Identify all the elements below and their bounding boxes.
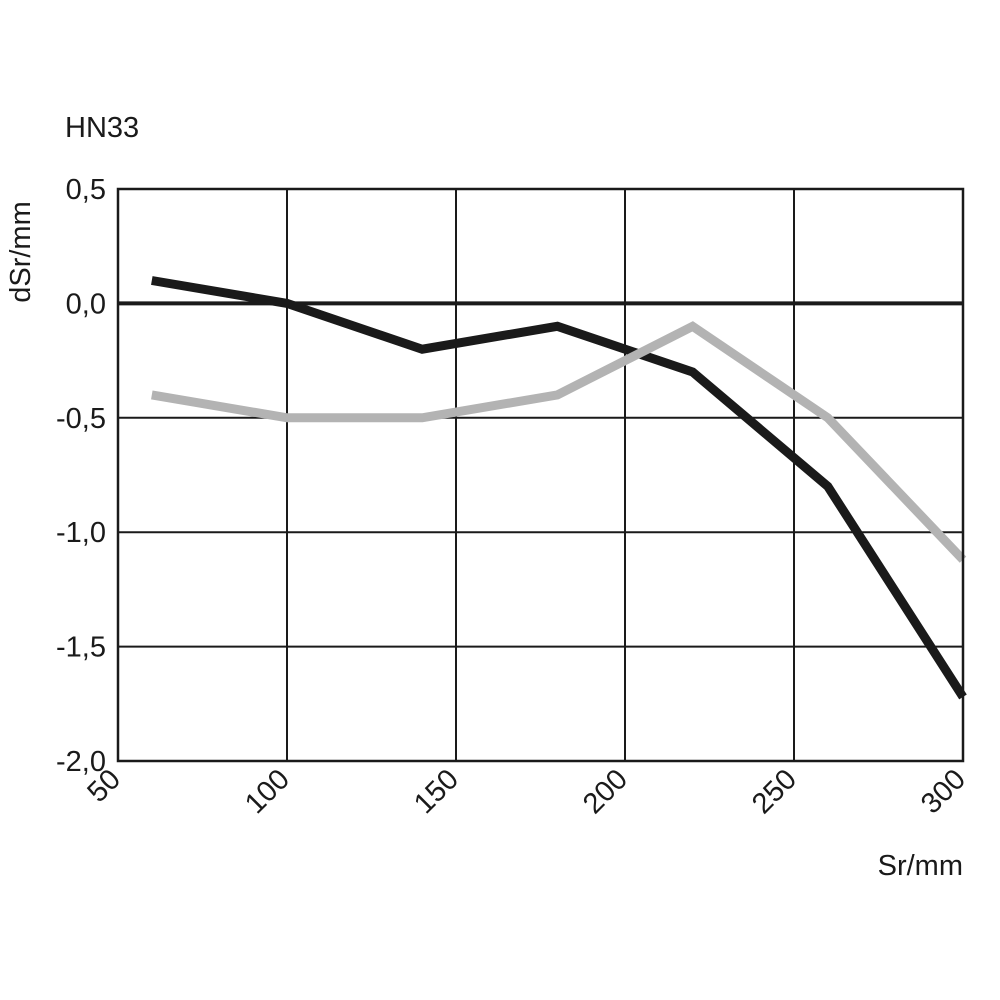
y-tick-label: -2,0 [56, 746, 106, 778]
series-layer [151, 276, 967, 700]
plot-frame [116, 187, 965, 763]
y-tick-label: 0,0 [66, 288, 106, 320]
y-tick-label: -0,5 [56, 403, 106, 435]
chart-title: HN33 [65, 112, 139, 144]
x-tick-label: 250 [746, 763, 803, 820]
y-tick-labels: 0,5 0,0 -0,5 -1,0 -1,5 -2,0 [56, 174, 106, 778]
y-tick-label: 0,5 [66, 174, 106, 206]
y-axis-label: dSr/mm [5, 201, 37, 303]
x-tick-label: 100 [239, 763, 296, 820]
series-line-2 [151, 321, 967, 563]
x-tick-labels: 50 100 150 200 250 300 [82, 763, 972, 820]
y-tick-label: -1,0 [56, 517, 106, 549]
x-tick-label: 200 [577, 763, 634, 820]
x-axis-label: Sr/mm [878, 850, 963, 882]
x-tick-label: 300 [915, 763, 972, 820]
x-tick-label: 150 [408, 763, 465, 820]
series-line-1 [151, 276, 967, 700]
grid-lines [118, 189, 963, 761]
y-tick-label: -1,5 [56, 632, 106, 664]
